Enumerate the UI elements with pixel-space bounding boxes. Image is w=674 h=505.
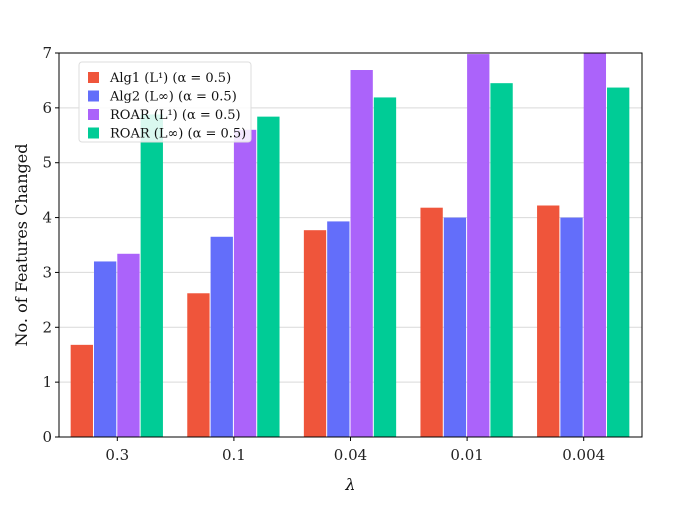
y-tick-label: 6 [42,99,52,117]
bar [257,116,280,438]
legend-swatch [88,72,99,83]
bar [187,293,210,437]
legend-box [78,61,252,143]
legend: Alg1 (L¹) (α = 0.5) Alg2 (L∞) (α = 0.5) RO… [78,61,252,143]
legend-entry: Alg1 (L¹) (α = 0.5) [109,71,231,86]
x-axis-ticks: 0.3 0.1 0.04 0.01 0.004 [105,437,605,464]
bar [350,70,373,438]
bar [327,221,350,437]
bar [583,53,607,437]
x-tick-label: 0.01 [450,446,483,464]
legend-swatch [88,90,99,102]
y-tick-label: 4 [42,209,52,227]
x-tick-label: 0.04 [334,446,367,464]
legend-entry: ROAR (L∞) (α = 0.5) [110,127,246,142]
legend-swatch [88,127,99,139]
legend-swatch [88,109,99,120]
bar [607,87,630,437]
bar [140,114,163,437]
bar [560,217,583,437]
x-axis-label: λ [344,475,355,494]
bar [93,261,117,437]
x-tick-label: 0.1 [222,446,246,464]
legend-entry: ROAR (L¹) (α = 0.5) [110,108,241,123]
y-tick-label: 3 [42,263,52,281]
y-tick-label: 1 [42,373,52,391]
y-tick-label: 7 [42,44,52,62]
bar [420,207,443,437]
bars [70,53,630,438]
bar [537,205,560,437]
y-tick-label: 2 [42,318,52,336]
y-tick-label: 0 [42,428,52,446]
bar [233,129,257,438]
y-axis-ticks: 0 1 2 3 4 5 6 7 [42,44,59,446]
bar [373,97,397,437]
x-tick-label: 0.004 [562,446,605,464]
y-tick-label: 5 [42,154,52,172]
bar [117,253,140,437]
legend-entry: Alg2 (L∞) (α = 0.5) [109,90,237,105]
bar [467,54,490,438]
y-axis-label: No. of Features Changed [12,144,31,347]
bar [70,344,93,437]
bar [210,236,233,437]
bar [303,230,327,437]
bar [490,83,513,438]
bar [443,217,467,437]
x-tick-label: 0.3 [105,446,129,464]
